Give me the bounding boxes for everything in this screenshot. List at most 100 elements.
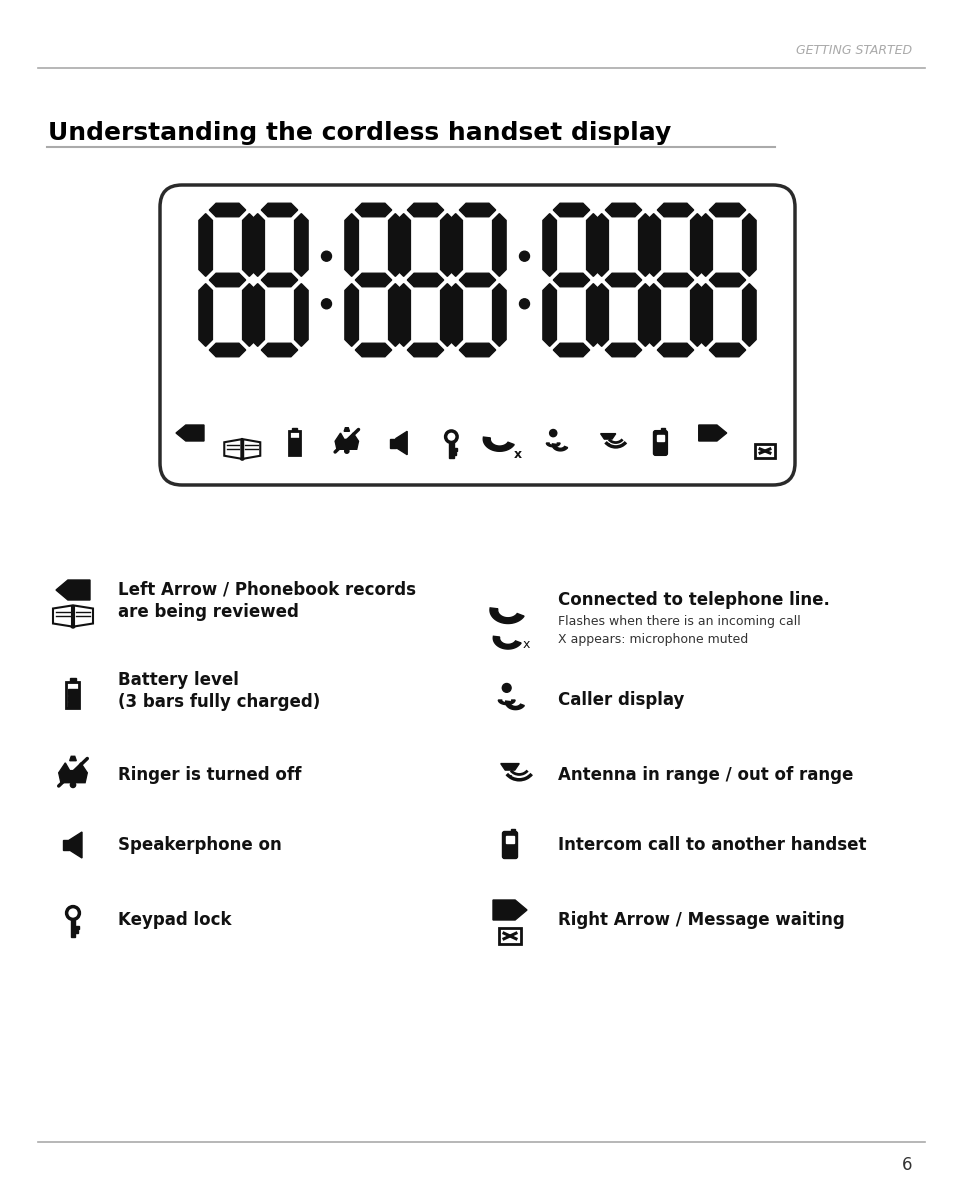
Polygon shape bbox=[355, 274, 392, 287]
Bar bbox=[71, 678, 75, 683]
Polygon shape bbox=[53, 606, 71, 627]
Polygon shape bbox=[709, 344, 745, 357]
Polygon shape bbox=[492, 213, 506, 276]
Polygon shape bbox=[440, 283, 454, 346]
Polygon shape bbox=[70, 756, 76, 761]
Bar bbox=[69, 696, 77, 700]
Polygon shape bbox=[407, 344, 443, 357]
Text: Ringer is turned off: Ringer is turned off bbox=[118, 766, 301, 784]
Polygon shape bbox=[388, 283, 401, 346]
Polygon shape bbox=[638, 213, 652, 276]
Polygon shape bbox=[646, 283, 659, 346]
Circle shape bbox=[549, 429, 557, 437]
Circle shape bbox=[519, 251, 529, 261]
Polygon shape bbox=[407, 274, 443, 287]
Text: (3 bars fully charged): (3 bars fully charged) bbox=[118, 693, 320, 711]
Text: X appears: microphone muted: X appears: microphone muted bbox=[558, 634, 747, 647]
Polygon shape bbox=[70, 832, 82, 858]
Polygon shape bbox=[698, 425, 726, 441]
Polygon shape bbox=[71, 920, 75, 937]
Text: Caller display: Caller display bbox=[558, 691, 683, 709]
Text: GETTING STARTED: GETTING STARTED bbox=[795, 44, 911, 57]
Polygon shape bbox=[553, 204, 589, 217]
Polygon shape bbox=[335, 433, 358, 449]
Polygon shape bbox=[490, 608, 523, 623]
Polygon shape bbox=[395, 431, 407, 455]
Circle shape bbox=[321, 251, 331, 261]
Polygon shape bbox=[657, 204, 693, 217]
Polygon shape bbox=[741, 283, 756, 346]
Text: x: x bbox=[521, 638, 529, 651]
Polygon shape bbox=[242, 213, 255, 276]
Polygon shape bbox=[499, 771, 520, 774]
Polygon shape bbox=[699, 213, 712, 276]
Polygon shape bbox=[390, 438, 395, 448]
Polygon shape bbox=[251, 283, 264, 346]
Polygon shape bbox=[175, 425, 204, 441]
Polygon shape bbox=[261, 274, 297, 287]
Bar bbox=[69, 690, 77, 694]
Polygon shape bbox=[552, 444, 567, 450]
Polygon shape bbox=[209, 204, 246, 217]
Polygon shape bbox=[458, 274, 496, 287]
FancyBboxPatch shape bbox=[653, 430, 667, 455]
Polygon shape bbox=[63, 840, 70, 850]
Polygon shape bbox=[604, 204, 641, 217]
Polygon shape bbox=[449, 213, 462, 276]
Polygon shape bbox=[59, 763, 88, 783]
Polygon shape bbox=[542, 283, 556, 346]
Polygon shape bbox=[586, 283, 599, 346]
Text: Intercom call to another handset: Intercom call to another handset bbox=[558, 835, 865, 854]
Polygon shape bbox=[511, 828, 515, 839]
Bar bbox=[67, 683, 79, 707]
Polygon shape bbox=[396, 283, 410, 346]
Text: Keypad lock: Keypad lock bbox=[118, 911, 232, 929]
Polygon shape bbox=[355, 204, 392, 217]
Bar bbox=[290, 438, 298, 443]
Polygon shape bbox=[657, 274, 693, 287]
Text: Left Arrow / Phonebook records: Left Arrow / Phonebook records bbox=[118, 581, 416, 598]
Bar bbox=[292, 428, 296, 431]
Polygon shape bbox=[553, 344, 589, 357]
Bar bbox=[290, 449, 298, 454]
Polygon shape bbox=[449, 283, 462, 346]
Polygon shape bbox=[500, 763, 518, 777]
Circle shape bbox=[321, 299, 331, 309]
Bar bbox=[290, 443, 298, 448]
Polygon shape bbox=[75, 925, 79, 929]
Polygon shape bbox=[75, 930, 78, 933]
Polygon shape bbox=[595, 213, 608, 276]
Text: Connected to telephone line.: Connected to telephone line. bbox=[558, 591, 829, 609]
Polygon shape bbox=[604, 344, 641, 357]
Text: Understanding the cordless handset display: Understanding the cordless handset displ… bbox=[48, 121, 671, 145]
Bar bbox=[657, 435, 663, 441]
Polygon shape bbox=[699, 283, 712, 346]
Text: Right Arrow / Message waiting: Right Arrow / Message waiting bbox=[558, 911, 843, 929]
Polygon shape bbox=[261, 204, 297, 217]
Polygon shape bbox=[709, 274, 745, 287]
Polygon shape bbox=[243, 440, 260, 459]
Polygon shape bbox=[598, 440, 617, 442]
Polygon shape bbox=[505, 702, 524, 710]
Polygon shape bbox=[546, 443, 559, 447]
Polygon shape bbox=[198, 213, 213, 276]
Polygon shape bbox=[492, 283, 506, 346]
Circle shape bbox=[71, 911, 75, 915]
Circle shape bbox=[502, 684, 511, 692]
Polygon shape bbox=[209, 274, 246, 287]
Circle shape bbox=[344, 449, 349, 453]
Polygon shape bbox=[453, 453, 456, 455]
Polygon shape bbox=[396, 213, 410, 276]
Circle shape bbox=[71, 782, 75, 788]
Polygon shape bbox=[586, 213, 599, 276]
Polygon shape bbox=[604, 274, 641, 287]
Polygon shape bbox=[449, 442, 453, 459]
Polygon shape bbox=[595, 283, 608, 346]
Circle shape bbox=[519, 299, 529, 309]
Polygon shape bbox=[345, 213, 358, 276]
FancyBboxPatch shape bbox=[160, 185, 794, 485]
Bar bbox=[69, 702, 77, 707]
Polygon shape bbox=[483, 437, 514, 451]
Bar bbox=[498, 928, 520, 943]
Bar bbox=[506, 837, 513, 843]
